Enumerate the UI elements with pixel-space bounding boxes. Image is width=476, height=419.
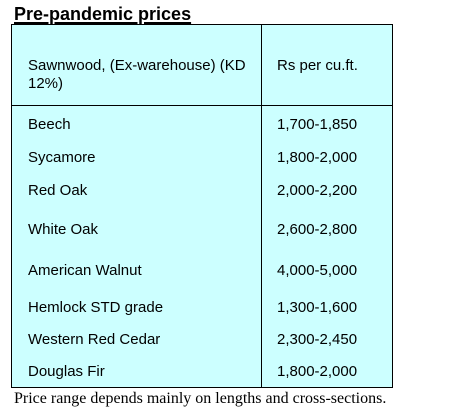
column-divider [261, 25, 262, 387]
table-row-wood: Beech [28, 116, 71, 133]
table-row-price: 4,000-5,000 [277, 262, 358, 279]
table-row-price: 1,700-1,850 [277, 116, 358, 133]
header-price-unit: Rs per cu.ft. [277, 57, 358, 74]
table-row-wood: White Oak [28, 221, 99, 238]
table-row-price: 2,600-2,800 [277, 221, 358, 238]
price-table: Sawnwood, (Ex-warehouse) (KD 12%) Rs per… [11, 24, 393, 388]
table-row-wood: American Walnut [28, 262, 142, 279]
table-row-price: 2,000-2,200 [277, 182, 358, 199]
table-row-wood: Douglas Fir [28, 363, 105, 380]
table-row-price: 1,800-2,000 [277, 149, 358, 166]
table-row-price: 1,300-1,600 [277, 299, 358, 316]
table-row-wood: Red Oak [28, 182, 88, 199]
header-divider [12, 105, 392, 106]
table-row-wood: Sycamore [28, 149, 96, 166]
page-title: Pre-pandemic prices [14, 4, 192, 24]
table-row-price: 1,800-2,000 [277, 363, 358, 380]
table-row-wood: Western Red Cedar [28, 331, 161, 348]
footnote: Price range depends mainly on lengths an… [14, 390, 387, 407]
header-sawnwood: Sawnwood, (Ex-warehouse) (KD 12%) [28, 57, 246, 92]
table-row-price: 2,300-2,450 [277, 331, 358, 348]
table-row-wood: Hemlock STD grade [28, 299, 164, 316]
